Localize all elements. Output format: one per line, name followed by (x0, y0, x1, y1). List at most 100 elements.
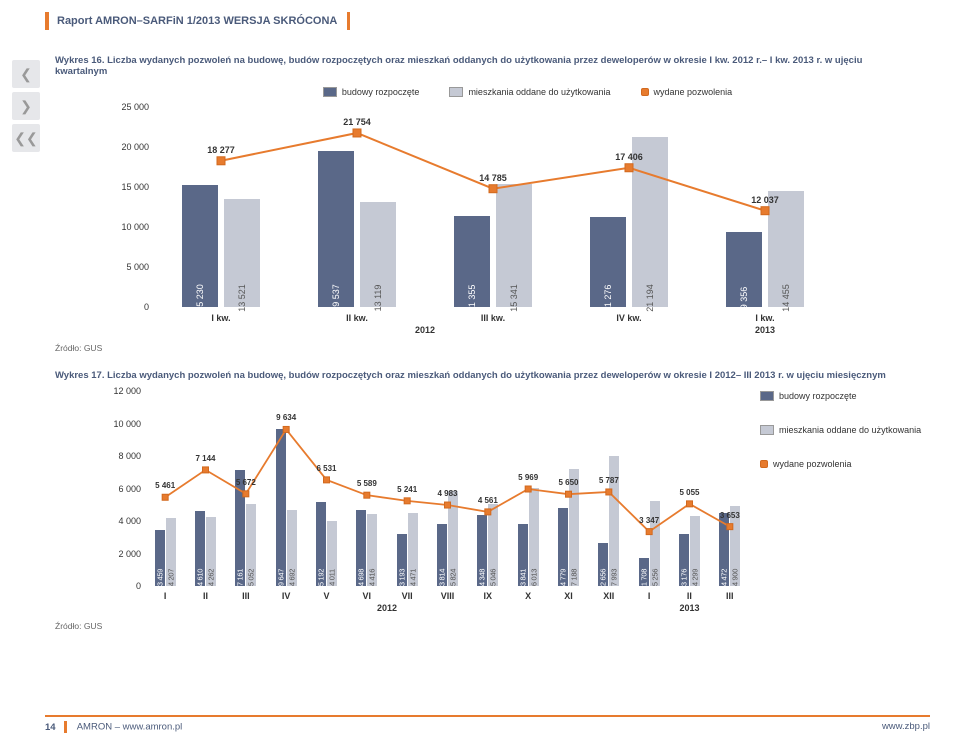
side-nav: ❮ ❯ ❮❮ (12, 60, 40, 152)
legend-marker-line (641, 88, 649, 96)
line-value: 5 672 (236, 478, 256, 487)
line-value: 14 785 (479, 173, 507, 183)
line-value: 5 589 (357, 479, 377, 488)
line-value: 3 347 (639, 516, 659, 525)
legend-label: budowy rozpoczęte (779, 391, 857, 401)
y-tick: 20 000 (101, 142, 149, 152)
line-value: 5 969 (518, 473, 538, 482)
x-label: VIII (427, 586, 467, 601)
nav-next-button[interactable]: ❯ (12, 92, 40, 120)
year-2012: 2012 (153, 325, 697, 335)
legend-label: mieszkania oddane do użytkowania (779, 425, 921, 435)
x-label: II kw. (289, 307, 425, 323)
line-value: 6 531 (316, 464, 336, 473)
x-label: X (508, 586, 548, 601)
legend-swatch-s2 (449, 87, 463, 97)
x-label: XI (548, 586, 588, 601)
legend-label: budowy rozpoczęte (342, 87, 420, 97)
line-value: 9 634 (276, 413, 296, 422)
year-labels: 2012 2013 (153, 325, 833, 335)
x-label: IV (266, 586, 306, 601)
x-label: I (145, 586, 185, 601)
chart-17-legend: budowy rozpoczęte mieszkania oddane do u… (760, 391, 930, 493)
page-number: 14 (45, 721, 67, 733)
x-label: VI (347, 586, 387, 601)
nav-back-button[interactable]: ❮❮ (12, 124, 40, 152)
line-value: 5 241 (397, 485, 417, 494)
x-axis-labels: IIIIIIIVVVIVIIVIIIIXXXIXIIIIIIII (145, 586, 750, 601)
footer-left-text: AMRON – www.amron.pl (77, 722, 183, 733)
chart-16: Wykres 16. Liczba wydanych pozwoleń na b… (55, 55, 910, 353)
legend-item-s2: mieszkania oddane do użytkowania (760, 425, 930, 435)
x-label: II (669, 586, 709, 601)
y-tick: 8 000 (93, 451, 141, 461)
line-value: 5 650 (558, 478, 578, 487)
chart-16-legend: budowy rozpoczęte mieszkania oddane do u… (145, 87, 910, 97)
x-axis-labels: I kw.II kw.III kw.IV kw.I kw. (153, 307, 833, 323)
y-tick: 10 000 (93, 419, 141, 429)
x-label: II (185, 586, 225, 601)
x-label: XII (589, 586, 629, 601)
chart-16-caption: Wykres 16. Liczba wydanych pozwoleń na b… (55, 55, 910, 77)
year-2013: 2013 (697, 325, 833, 335)
year-labels: 2012 2013 (145, 603, 750, 613)
chart-17-plot: 02 0004 0006 0008 00010 00012 000 3 4594… (145, 391, 750, 586)
y-tick: 12 000 (93, 386, 141, 396)
x-label: I kw. (153, 307, 289, 323)
x-label: III (710, 586, 750, 601)
line-value: 3 653 (720, 511, 740, 520)
y-tick: 2 000 (93, 549, 141, 559)
nav-prev-button[interactable]: ❮ (12, 60, 40, 88)
y-tick: 15 000 (101, 182, 149, 192)
legend-item-s3: wydane pozwolenia (760, 459, 930, 469)
x-label: V (306, 586, 346, 601)
x-label: IX (468, 586, 508, 601)
legend-item-s2: mieszkania oddane do użytkowania (449, 87, 610, 97)
line-value: 21 754 (343, 117, 371, 127)
line-value: 18 277 (207, 145, 235, 155)
x-label: IV kw. (561, 307, 697, 323)
legend-item-s3: wydane pozwolenia (641, 87, 733, 97)
y-tick: 10 000 (101, 222, 149, 232)
line-value: 5 055 (679, 488, 699, 497)
chart-17: Wykres 17. Liczba wydanych pozwoleń na b… (55, 370, 935, 631)
page-footer: 14 AMRON – www.amron.pl www.zbp.pl (45, 715, 930, 733)
legend-swatch-s1 (760, 391, 774, 401)
y-axis: 05 00010 00015 00020 00025 000 (101, 107, 149, 307)
line-value: 7 144 (195, 454, 215, 463)
legend-label: mieszkania oddane do użytkowania (468, 87, 610, 97)
line-value: 17 406 (615, 152, 643, 162)
accent-tick (45, 12, 49, 30)
legend-swatch-s1 (323, 87, 337, 97)
x-label: VII (387, 586, 427, 601)
year-2012: 2012 (145, 603, 629, 613)
legend-item-s1: budowy rozpoczęte (323, 87, 420, 97)
legend-label: wydane pozwolenia (773, 459, 852, 469)
legend-item-s1: budowy rozpoczęte (760, 391, 930, 401)
legend-swatch-s2 (760, 425, 774, 435)
x-label: III (226, 586, 266, 601)
chart-17-caption: Wykres 17. Liczba wydanych pozwoleń na b… (55, 370, 935, 381)
y-tick: 25 000 (101, 102, 149, 112)
y-tick: 6 000 (93, 484, 141, 494)
line-value: 5 461 (155, 481, 175, 490)
y-tick: 4 000 (93, 516, 141, 526)
y-axis: 02 0004 0006 0008 00010 00012 000 (93, 391, 141, 586)
report-title: Raport AMRON–SARFiN 1/2013 WERSJA SKRÓCO… (57, 12, 350, 30)
line-value: 4 561 (478, 496, 498, 505)
y-tick: 0 (93, 581, 141, 591)
x-label: I kw. (697, 307, 833, 323)
legend-label: wydane pozwolenia (654, 87, 733, 97)
report-header: Raport AMRON–SARFiN 1/2013 WERSJA SKRÓCO… (45, 12, 350, 30)
y-tick: 0 (101, 302, 149, 312)
line-overlay (153, 107, 833, 307)
line-value: 12 037 (751, 195, 779, 205)
year-2013: 2013 (629, 603, 750, 613)
y-tick: 5 000 (101, 262, 149, 272)
line-value: 4 983 (437, 489, 457, 498)
footer-right: www.zbp.pl (882, 721, 930, 733)
chart-16-plot: 05 00010 00015 00020 00025 000 15 23013 … (153, 107, 833, 307)
chart-16-source: Źródło: GUS (55, 343, 910, 353)
chart-17-source: Źródło: GUS (55, 621, 935, 631)
x-label: I (629, 586, 669, 601)
